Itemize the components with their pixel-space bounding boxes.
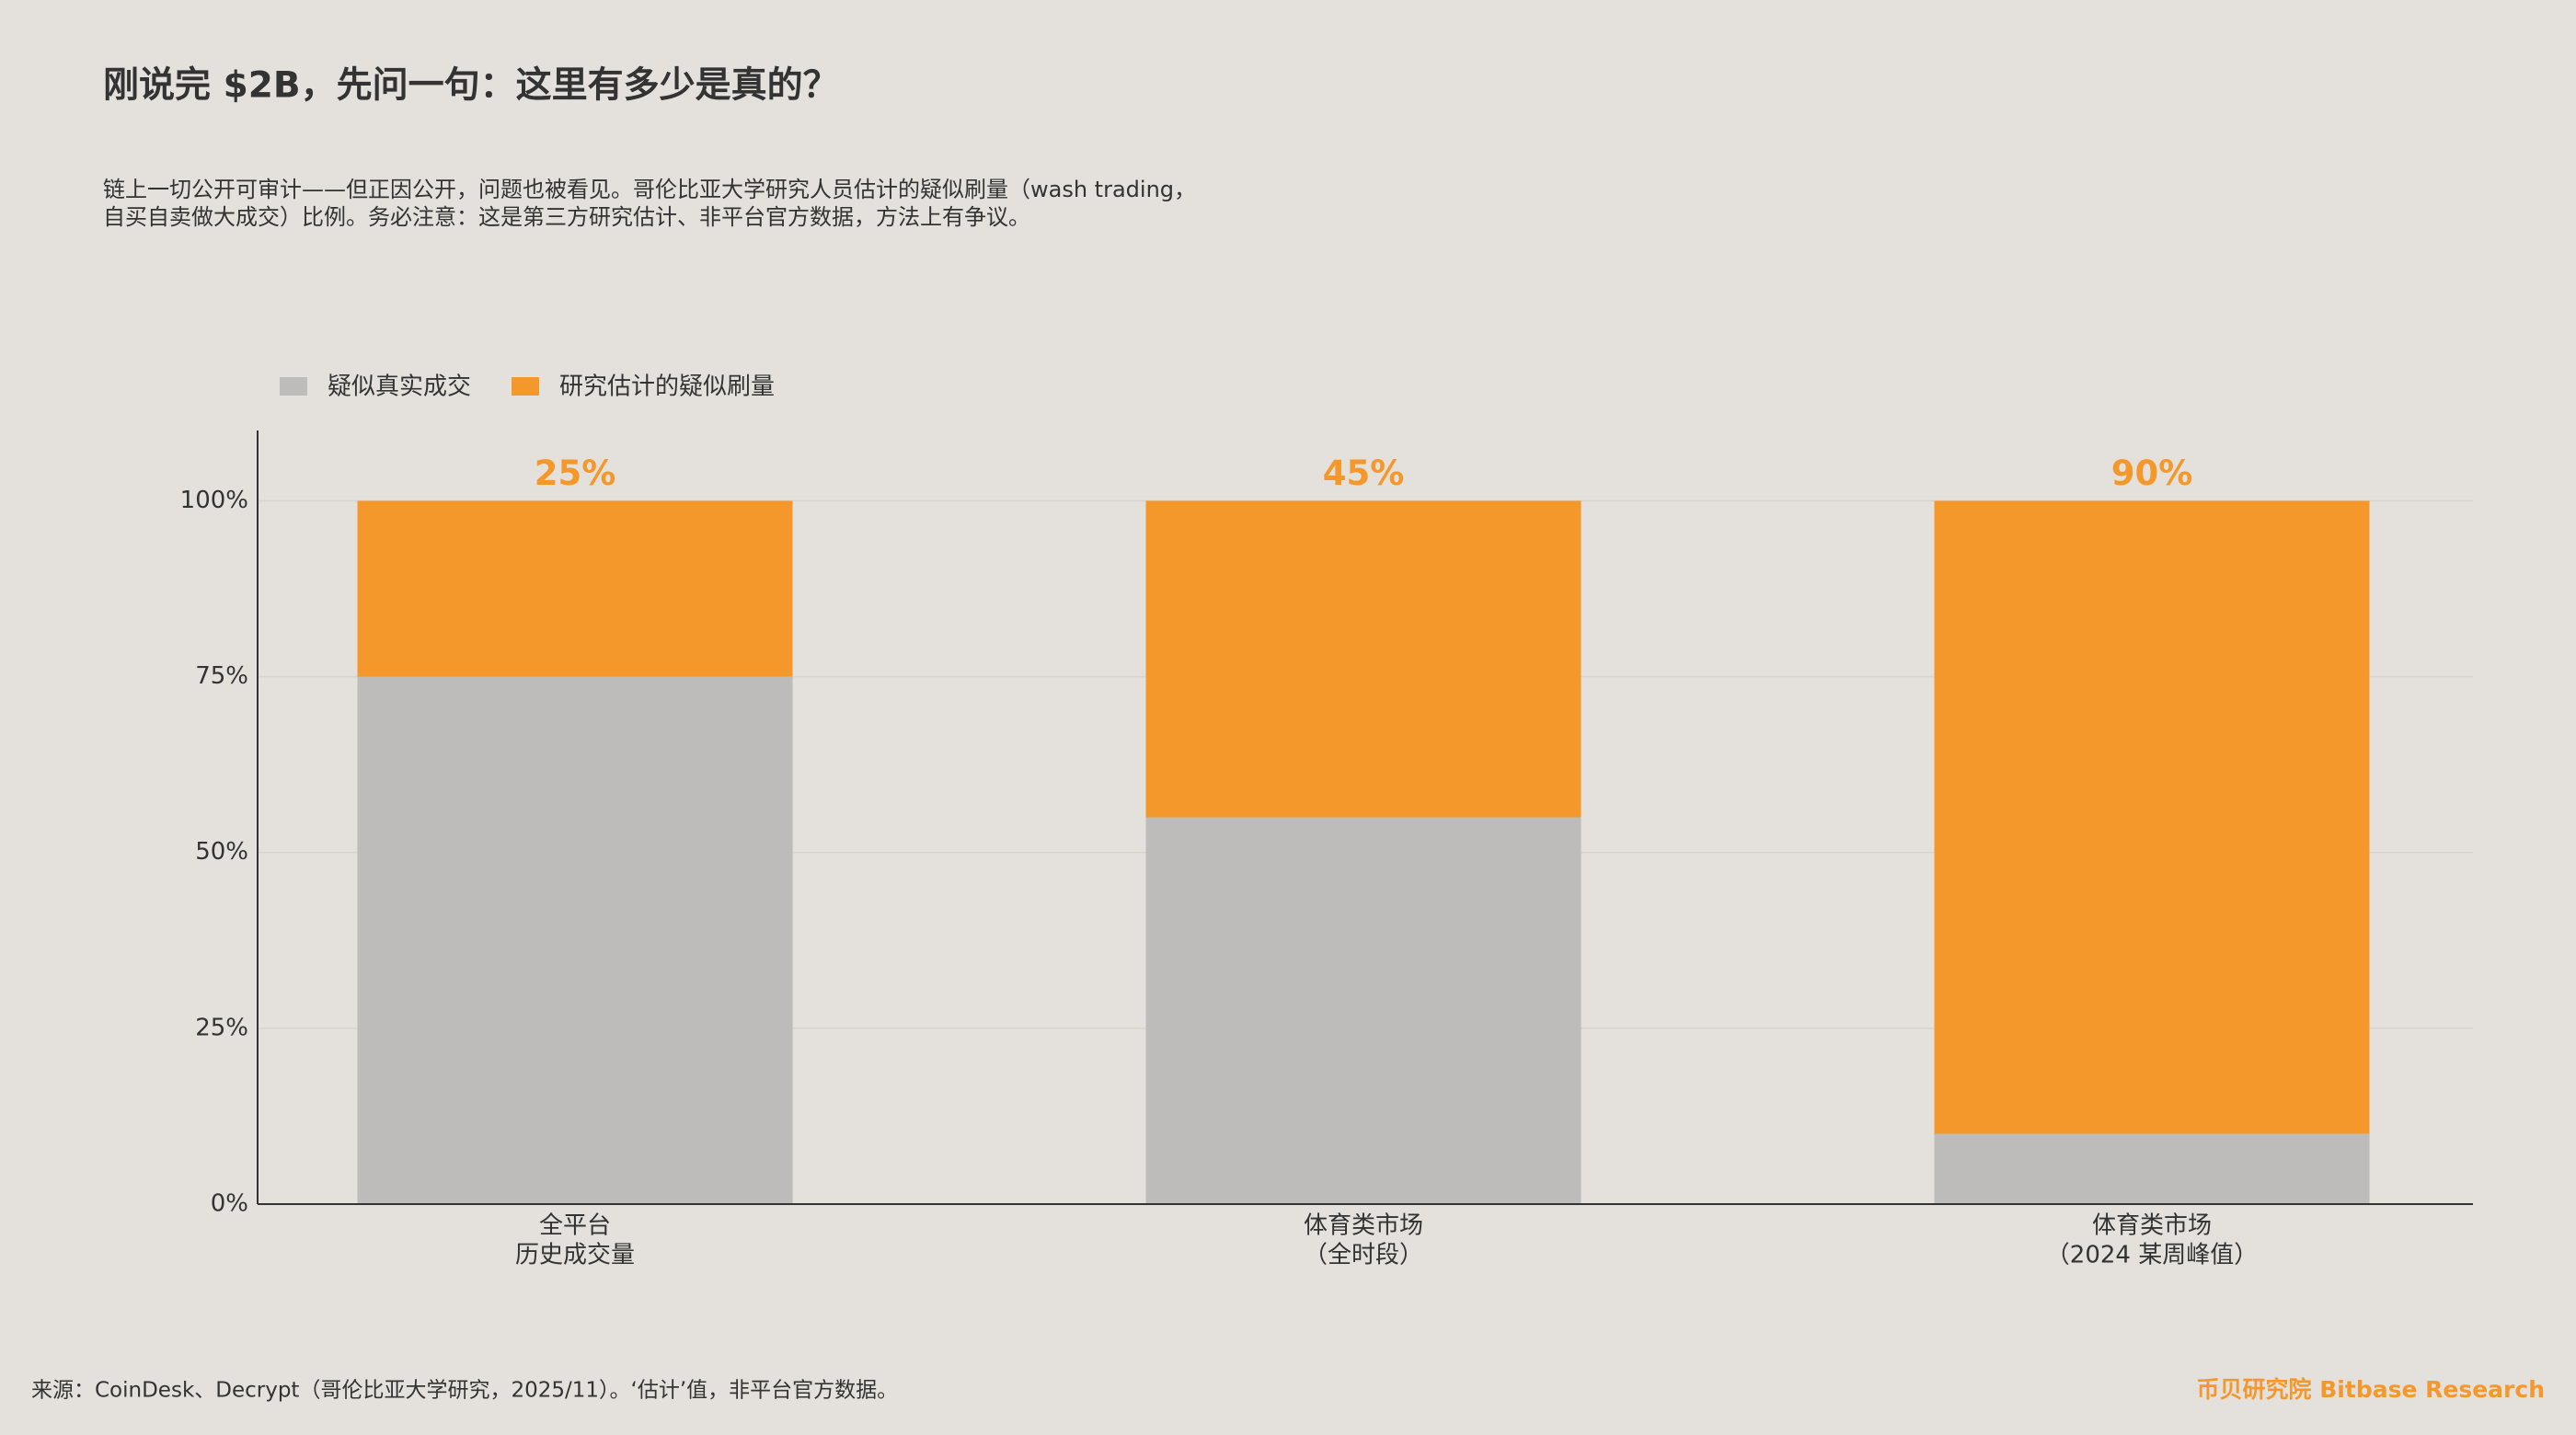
x-tick-label: 全平台: [539, 1212, 611, 1240]
chart-title: 刚说完 $2B，先问一句：这里有多少是真的？: [103, 65, 839, 107]
bar-segment: [357, 676, 793, 1204]
x-tick-label: 体育类市场: [2092, 1212, 2212, 1240]
bar-segment: [1145, 500, 1581, 818]
bar-segment: [1934, 1133, 2370, 1204]
y-tick-label: 0%: [211, 1190, 248, 1218]
x-tick-label: 历史成交量: [515, 1242, 635, 1269]
brand: 币贝研究院 Bitbase Research: [2197, 1376, 2545, 1403]
y-tick-label: 25%: [195, 1014, 248, 1041]
y-tick-label: 100%: [180, 487, 248, 514]
x-tick-label: 体育类市场: [1304, 1212, 1423, 1240]
legend-label: 疑似真实成交: [328, 373, 471, 401]
x-tick-label: （全时段）: [1304, 1242, 1423, 1269]
source: 来源：CoinDesk、Decrypt（哥伦比亚大学研究，2025/11）。‘估…: [31, 1379, 898, 1403]
subtitle: 链上一切公开可审计——但正因公开，问题也被看见。哥伦比亚大学研究人员估计的疑似刷…: [103, 177, 1196, 202]
bar-segment: [357, 500, 793, 677]
value-label: 45%: [1323, 453, 1405, 493]
y-tick-label: 75%: [195, 662, 248, 690]
y-tick-label: 50%: [195, 838, 248, 866]
legend-label: 研究估计的疑似刷量: [559, 373, 775, 401]
bar-segment: [1145, 817, 1581, 1204]
x-tick-label: （2024 某周峰值）: [2046, 1242, 2258, 1269]
legend-swatch: [512, 377, 540, 396]
value-label: 90%: [2111, 453, 2193, 493]
bar-segment: [1934, 500, 2370, 1134]
legend-swatch: [280, 377, 307, 396]
value-label: 25%: [535, 453, 616, 493]
subtitle: 自买自卖做大成交）比例。务必注意：这是第三方研究估计、非平台官方数据，方法上有争…: [103, 204, 1030, 230]
